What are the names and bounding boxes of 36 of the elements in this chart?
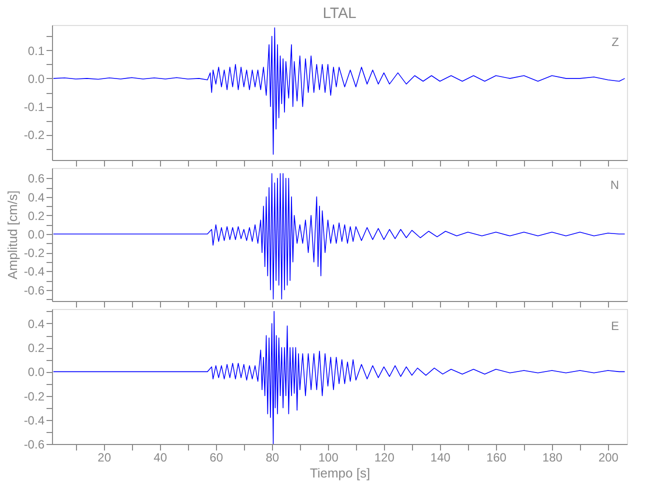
y-tick-label: -0.4	[24, 413, 45, 428]
x-tick-label: 180	[542, 450, 563, 464]
y-tick-label: 0.6	[28, 172, 45, 186]
y-tick-label: 0.1	[28, 44, 45, 58]
y-tick-label: 0.4	[28, 190, 45, 204]
x-tick-label: 40	[154, 450, 168, 464]
x-axis-title: Tiempo [s]	[310, 466, 370, 480]
annotation: E	[610, 319, 619, 333]
annotation: Z	[612, 35, 619, 49]
y-tick-label: 0.0	[28, 365, 45, 380]
x-tick-label: 80	[266, 450, 280, 464]
x-tick-label: 20	[98, 450, 112, 464]
x-tick-label: 140	[430, 450, 451, 464]
y-tick-label: 0.2	[28, 341, 45, 356]
y-tick-label: -0.4	[24, 264, 45, 279]
y-axis-title: Amplitud [cm/s]	[4, 190, 20, 280]
y-tick-label: -0.2	[24, 246, 45, 260]
y-tick-label: 0.2	[28, 208, 45, 223]
x-tick-label: 160	[486, 450, 507, 464]
chart-title: LTAL	[322, 5, 356, 22]
y-tick-label: -0.6	[24, 438, 45, 452]
annotation: N	[610, 178, 619, 192]
x-tick-label: 120	[374, 450, 395, 464]
y-tick-label: -0.2	[24, 389, 45, 404]
y-tick-label: -0.6	[24, 283, 45, 298]
line-series	[53, 311, 626, 444]
x-tick-label: 60	[210, 450, 224, 464]
y-tick-label: -0.1	[24, 100, 45, 114]
x-tick-label: 100	[318, 450, 339, 464]
y-tick-label: 0.4	[28, 316, 45, 331]
line-series	[53, 27, 626, 155]
y-tick-label: 0.0	[28, 228, 45, 242]
y-tick-label: 0.0	[28, 72, 45, 86]
y-tick-label: -0.2	[24, 128, 45, 142]
x-tick-label: 200	[598, 450, 619, 464]
line-series	[53, 173, 626, 300]
